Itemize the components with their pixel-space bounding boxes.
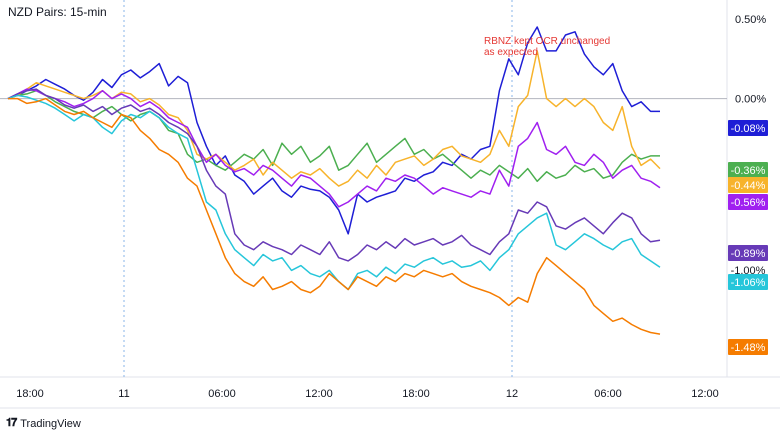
y-tick-label: 0.00% (735, 94, 766, 106)
annotation-text: as expected (484, 47, 538, 58)
last-value-badge (728, 339, 768, 355)
chart-title: NZD Pairs: 15-min (8, 5, 107, 19)
last-value-badge (728, 274, 768, 290)
x-tick-label: 12:00 (305, 388, 333, 400)
tradingview-logo-icon: 𝟏𝟕 (6, 417, 17, 429)
series-line-1 (7, 89, 660, 183)
last-value-label: -0.08% (731, 123, 766, 135)
last-value-label: -1.06% (731, 277, 766, 289)
last-value-badge (728, 177, 768, 193)
x-tick-label: 11 (118, 388, 129, 400)
last-value-label: -0.89% (731, 248, 766, 260)
last-value-label: -0.36% (731, 165, 766, 177)
x-tick-label: 06:00 (208, 388, 236, 400)
series-line-4 (7, 88, 661, 262)
last-value-badge (728, 120, 768, 136)
last-value-label: -1.48% (731, 342, 766, 354)
last-value-label: -0.56% (731, 197, 766, 209)
x-tick-label: 18:00 (402, 388, 430, 400)
last-value-badge (728, 194, 768, 210)
annotation-text: RBNZ kept OCR unchanged (484, 36, 610, 47)
last-value-badge (728, 162, 768, 178)
y-tick-label: 0.50% (735, 14, 766, 26)
tradingview-brand: TradingView (20, 417, 81, 430)
x-tick-label: 06:00 (594, 388, 622, 400)
series-line-3 (7, 88, 661, 208)
x-tick-label: 12:00 (691, 388, 719, 400)
series-line-2 (7, 50, 661, 187)
x-tick-label: 18:00 (16, 388, 44, 400)
last-value-badge (728, 245, 768, 261)
last-value-label: -0.44% (731, 180, 766, 192)
x-tick-label: 12 (506, 388, 518, 400)
series-line-5 (7, 94, 661, 291)
tradingview-footer[interactable]: 𝟏𝟕 TradingView (6, 417, 81, 430)
series-line-6 (8, 97, 661, 335)
series-line-0 (7, 26, 660, 235)
